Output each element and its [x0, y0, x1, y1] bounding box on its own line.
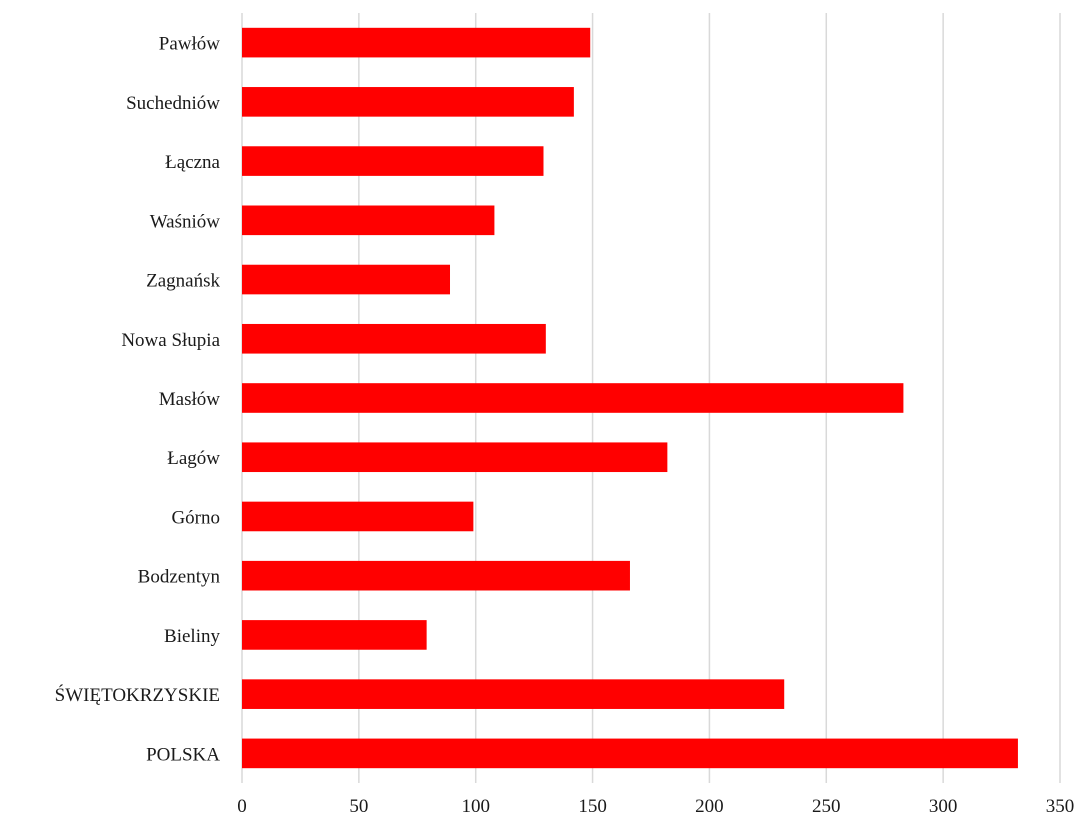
- bar-3: [242, 205, 495, 236]
- category-label: Zagnańsk: [146, 271, 220, 292]
- category-label: Waśniów: [150, 211, 221, 232]
- category-label: Pawłów: [159, 34, 221, 55]
- category-label: ŚWIĘTOKRZYSKIE: [55, 684, 220, 706]
- x-tick-labels: 0 50 100 150 200 250 300 350: [237, 796, 1074, 817]
- x-tick-label: 150: [578, 796, 607, 817]
- bar-10: [242, 620, 427, 650]
- bar-0: [242, 27, 591, 58]
- x-tick-label: 100: [461, 796, 490, 817]
- bar-6: [242, 383, 904, 413]
- bar-2: [242, 146, 544, 176]
- category-label: Masłów: [159, 389, 221, 410]
- category-label: Łagów: [167, 448, 220, 469]
- x-tick-label: 250: [812, 796, 841, 817]
- x-tick-label: 50: [349, 796, 368, 817]
- bar-7: [242, 442, 668, 473]
- category-label: Bodzentyn: [138, 567, 221, 588]
- bar-11: [242, 679, 785, 709]
- x-tick-label: 350: [1046, 796, 1075, 817]
- category-label: Łączna: [165, 152, 220, 173]
- category-label: POLSKA: [146, 744, 220, 765]
- bar-1: [242, 87, 574, 117]
- bar-4: [242, 264, 451, 295]
- bar-5: [242, 323, 546, 354]
- x-tick-label: 0: [237, 796, 247, 817]
- bars: [242, 27, 1018, 769]
- bar-12: [242, 738, 1018, 769]
- bar-8: [242, 501, 474, 532]
- category-labels: Pawłów Suchedniów Łączna Waśniów Zagnańsk Now…: [55, 34, 221, 766]
- x-tick-label: 300: [929, 796, 958, 817]
- x-tick-label: 200: [695, 796, 724, 817]
- category-label: Górno: [171, 507, 220, 528]
- category-label: Nowa Słupia: [121, 330, 220, 351]
- bar-9: [242, 560, 630, 591]
- category-label: Suchedniów: [126, 93, 220, 114]
- category-label: Bieliny: [164, 626, 220, 647]
